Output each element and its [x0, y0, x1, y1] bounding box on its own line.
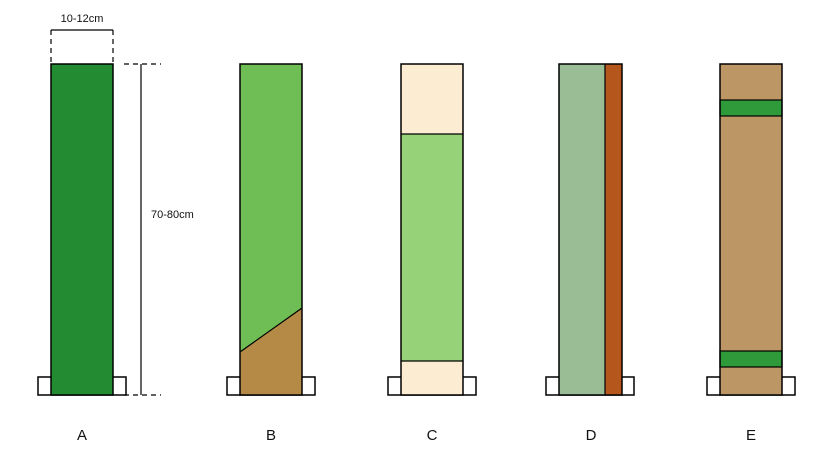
strip-c-bottom	[401, 361, 463, 395]
strip-b-diagonal	[239, 307, 303, 353]
width-dimension: 10-12cm	[50, 13, 114, 62]
height-dimension: 70-80cm	[124, 63, 194, 396]
strip-c-middle	[401, 134, 463, 361]
strip-c-top	[401, 64, 463, 134]
strip-e-band-bottom	[719, 350, 783, 368]
strip-c-label: C	[427, 427, 438, 444]
strip-c: C	[387, 63, 477, 444]
strip-e-label: E	[746, 427, 756, 444]
height-label: 70-80cm	[151, 209, 194, 221]
strip-d-body	[559, 64, 605, 395]
strip-e-outline	[719, 63, 783, 396]
strip-a-label: A	[77, 427, 87, 444]
strip-a: A	[37, 63, 127, 444]
width-label: 10-12cm	[61, 13, 104, 25]
strip-e-band-top	[719, 99, 783, 117]
strip-b-outline	[239, 63, 303, 396]
strip-b-label: B	[266, 427, 276, 444]
strip-d-edge	[605, 64, 622, 395]
strip-c-outline	[400, 63, 464, 396]
strip-e-body	[720, 64, 782, 395]
strip-d-outline	[558, 63, 623, 396]
strip-a-body	[50, 63, 114, 396]
strip-b-lower	[240, 308, 302, 395]
strip-d: D	[545, 63, 635, 444]
strip-d-label: D	[586, 427, 597, 444]
strip-b: B	[226, 63, 316, 444]
strip-e: E	[706, 63, 796, 444]
